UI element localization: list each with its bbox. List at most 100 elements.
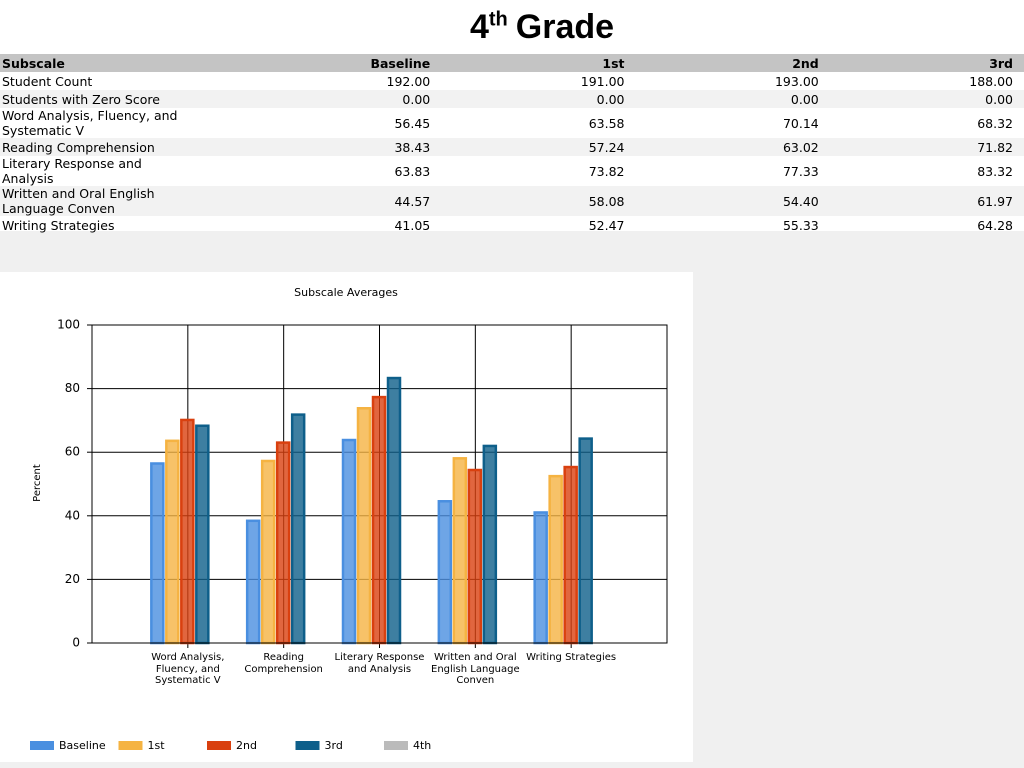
- x-tick-label-box: Literary Response and Analysis: [334, 652, 425, 675]
- legend-swatch: [384, 741, 408, 750]
- table-row: Student Count 192.00 191.00 193.00 188.00: [0, 72, 1024, 90]
- value-cell: 63.02: [635, 138, 830, 156]
- value-cell: 70.14: [782, 115, 819, 131]
- legend-label: Baseline: [59, 739, 106, 752]
- subscale-cell: Writing Strategies: [2, 217, 115, 233]
- chart-title: Subscale Averages: [294, 286, 398, 299]
- value-cell: 52.47: [588, 217, 625, 233]
- x-tick-label: Written and Oral English Language Conven: [431, 652, 520, 686]
- value-cell: 68.32: [977, 115, 1013, 131]
- subscale-cell: Student Count: [2, 73, 93, 89]
- subscale-table: Subscale Baseline 1st 2nd 3rd Student Count 19…: [0, 54, 1024, 234]
- bar: [482, 444, 498, 645]
- subscale-cell: Written and Oral English Language Conven: [0, 186, 192, 216]
- column-header: 1st: [441, 54, 636, 72]
- legend-swatch: [30, 741, 54, 750]
- x-tick-label: Reading Comprehension: [244, 652, 323, 675]
- y-tick-label: 100: [57, 318, 80, 332]
- bar: [341, 438, 357, 645]
- value-cell: 63.58: [588, 115, 625, 131]
- column-header: 3rd: [829, 54, 1024, 72]
- legend-label: 2nd: [236, 739, 257, 752]
- value-cell: 191.00: [580, 73, 625, 89]
- bar: [386, 376, 402, 645]
- bar: [452, 457, 468, 645]
- y-tick-label: 80: [65, 381, 80, 395]
- page-title: 4th Grade: [0, 8, 1024, 47]
- value-cell: 57.24: [441, 138, 636, 156]
- value-cell: 0.00: [192, 90, 442, 108]
- legend-swatch: [207, 741, 231, 750]
- value-cell: 56.45: [394, 115, 431, 131]
- bar: [437, 500, 453, 645]
- table-row: Writing Strategies 41.05 52.47 55.33 64.28: [0, 216, 1024, 234]
- value-cell: 58.08: [441, 186, 636, 216]
- value-cell: 41.05: [394, 217, 431, 233]
- value-cell: 0.00: [829, 90, 1024, 108]
- value-cell: 61.97: [829, 186, 1024, 216]
- y-tick-label: 40: [65, 508, 80, 522]
- x-tick-label: Writing Strategies: [526, 652, 617, 663]
- bar: [371, 395, 387, 645]
- title-word: Grade: [515, 8, 615, 46]
- value-cell: 77.33: [782, 163, 819, 179]
- title-suffix: th: [488, 8, 508, 31]
- bar: [290, 413, 306, 645]
- table-row: Students with Zero Score 0.00 0.00 0.00 0.00: [0, 90, 1024, 108]
- column-header: Subscale: [0, 54, 192, 72]
- subscale-cell: Students with Zero Score: [0, 90, 192, 108]
- value-cell: 71.82: [829, 138, 1024, 156]
- bar: [165, 439, 180, 645]
- table-row: Written and Oral English Language Conven…: [0, 186, 1024, 216]
- bar: [260, 459, 276, 645]
- subscale-cell: Literary Response and Analysis: [2, 156, 142, 186]
- x-tick-label: Word Analysis, Fluency, and Systematic V: [151, 652, 225, 686]
- value-cell: 188.00: [969, 73, 1013, 89]
- column-header: 2nd: [635, 54, 830, 72]
- bar: [195, 424, 210, 645]
- value-cell: 63.83: [394, 163, 431, 179]
- title-number: 4: [469, 8, 489, 46]
- x-tick-label-box: Writing Strategies: [526, 652, 617, 663]
- x-tick-label: Literary Response and Analysis: [334, 652, 425, 675]
- value-cell: 83.32: [977, 163, 1013, 179]
- legend-swatch: [118, 741, 143, 750]
- bar: [356, 407, 372, 645]
- value-cell: 0.00: [441, 90, 636, 108]
- legend-label: 3rd: [325, 739, 343, 752]
- bar: [563, 465, 578, 645]
- value-cell: 0.00: [635, 90, 830, 108]
- chart-panel: Subscale Averages Percent 0 20 40 60 80 100 Wo…: [0, 272, 693, 762]
- bar: [467, 468, 483, 645]
- table-row: Word Analysis, Fluency, and Systematic V…: [0, 108, 1024, 138]
- value-cell: 44.57: [192, 186, 442, 216]
- value-cell: 38.43: [192, 138, 442, 156]
- y-tick-label: 20: [65, 572, 80, 586]
- subscale-cell: Reading Comprehension: [0, 138, 192, 156]
- legend-label: 4th: [413, 739, 431, 752]
- legend-label: 1st: [148, 739, 166, 752]
- x-tick-label-box: Written and Oral English Language Conven: [431, 652, 520, 686]
- report-header: 4th Grade Subscale Baseline 1st 2nd 3rd Studen…: [0, 0, 1024, 234]
- value-cell: 54.40: [635, 186, 830, 216]
- x-tick-label-box: Reading Comprehension: [244, 652, 323, 675]
- value-cell: 73.82: [588, 163, 625, 179]
- table-row: Reading Comprehension 38.43 57.24 63.02 71.8…: [0, 138, 1024, 156]
- legend-swatch: [295, 741, 320, 750]
- bar: [245, 519, 261, 645]
- chart: Subscale Averages Percent 0 20 40 60 80 100 Wo…: [30, 286, 668, 752]
- x-tick-label-box: Word Analysis, Fluency, and Systematic V: [151, 652, 225, 686]
- bar: [180, 418, 195, 645]
- column-header: Baseline: [192, 54, 442, 72]
- bar: [548, 474, 563, 645]
- header-row: Subscale Baseline 1st 2nd 3rd: [0, 54, 1024, 72]
- bar: [578, 437, 593, 645]
- bar: [150, 462, 165, 645]
- value-cell: 192.00: [386, 73, 431, 89]
- bar: [275, 441, 291, 645]
- subscale-cell: Word Analysis, Fluency, and Systematic V: [2, 108, 178, 138]
- bar: [533, 511, 548, 645]
- value-cell: 64.28: [977, 217, 1013, 233]
- table-row: Literary Response and Analysis 63.83 73.82…: [0, 156, 1024, 186]
